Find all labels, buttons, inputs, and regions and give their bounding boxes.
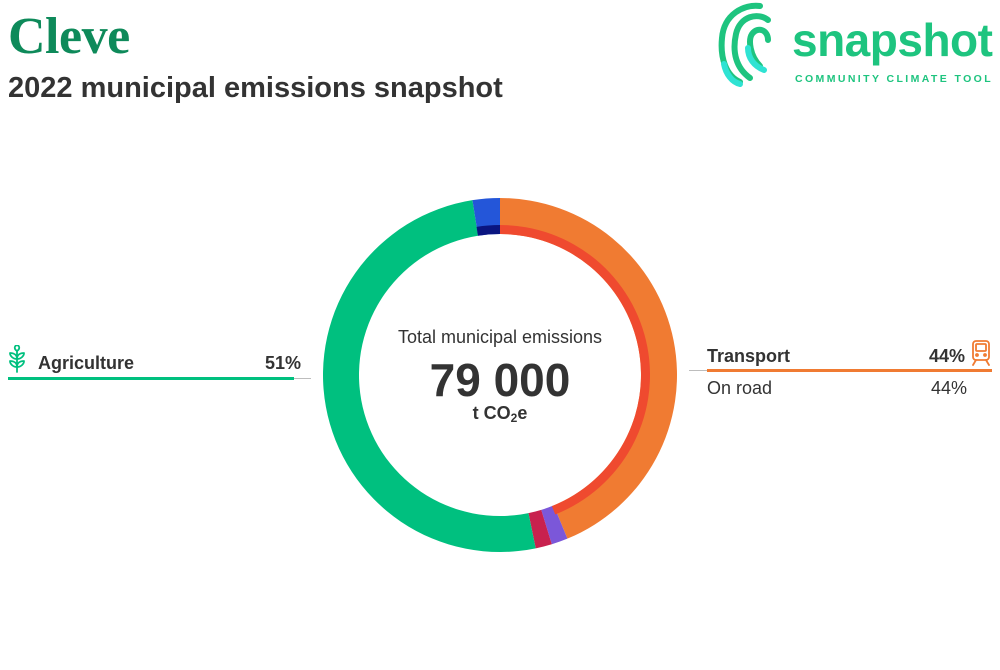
legend-transport-bar [707, 369, 992, 372]
train-icon [972, 340, 990, 366]
wheat-icon [9, 345, 25, 373]
fingerprint-logo-icon [718, 2, 771, 87]
inner-slice-segment-2 [476, 225, 500, 236]
page-title: Cleve [8, 8, 130, 65]
unit-suffix: e [517, 403, 528, 423]
legend-transport-connector [689, 370, 707, 371]
legend-agriculture-connector [294, 378, 311, 379]
legend-on-road-label: On road [707, 378, 773, 398]
snapshot-logo: snapshot COMMUNITY CLIMATE TOOL [712, 0, 1000, 92]
outer-slice-agriculture [323, 200, 536, 552]
legend-agriculture-label: Agriculture [38, 353, 135, 373]
chart-center-total: 79 000 [429, 354, 571, 406]
chart-center-title: Total municipal emissions [397, 327, 603, 347]
outer-slice-segment-2 [541, 505, 568, 545]
outer-slice-transport [500, 198, 677, 539]
chart-center-unit: t CO2e [380, 403, 620, 425]
legend-transport-percent: 44% [929, 346, 966, 366]
legend-transport-label: Transport [707, 346, 791, 366]
unit-main: t CO [472, 403, 511, 423]
outer-slice-segment-3 [528, 509, 552, 549]
page-subtitle: 2022 municipal emissions snapshot [8, 72, 503, 104]
unit-subscript: 2 [510, 411, 518, 425]
logo-wordmark: snapshot [792, 14, 993, 66]
legend-agriculture-percent: 51% [265, 353, 302, 373]
legend-agriculture-bar [8, 377, 294, 380]
logo-tagline: COMMUNITY CLIMATE TOOL [795, 73, 994, 85]
legend-on-road-percent: 44% [931, 378, 968, 398]
